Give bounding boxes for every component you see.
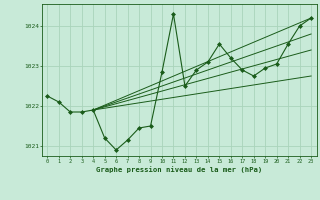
- X-axis label: Graphe pression niveau de la mer (hPa): Graphe pression niveau de la mer (hPa): [96, 167, 262, 173]
